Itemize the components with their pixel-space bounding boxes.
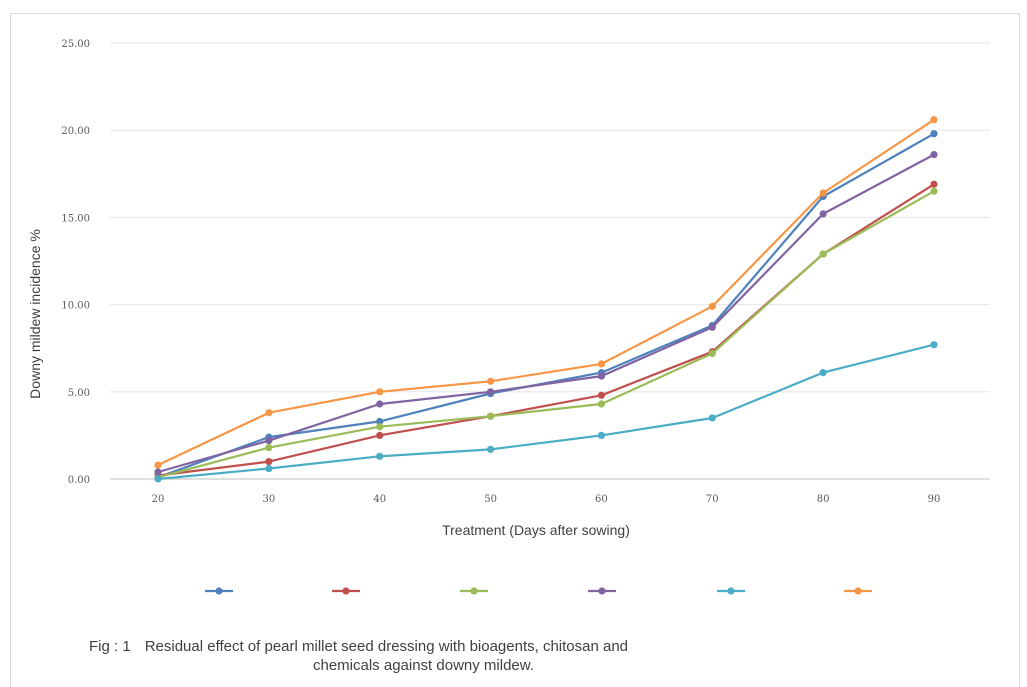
data-point <box>486 445 495 453</box>
x-tick-label: 30 <box>262 494 275 505</box>
y-tick-label: 10.00 <box>61 301 90 312</box>
series-6 <box>154 116 938 469</box>
data-point <box>154 468 162 476</box>
caption-line-2: chemicals against downy mildew. <box>313 657 534 674</box>
y-axis-ticks: 0.00 5.00 10.00 15.00 20.00 25.00 <box>61 39 90 486</box>
y-tick-label: 15.00 <box>61 213 90 224</box>
series-line <box>157 132 935 479</box>
data-point <box>154 461 162 469</box>
chart-frame <box>10 13 1020 687</box>
y-axis-title: Downy mildew incidence % <box>27 229 43 399</box>
data-point <box>486 388 495 396</box>
legend-entry <box>460 587 488 595</box>
legend <box>205 587 872 595</box>
data-point <box>376 388 384 396</box>
x-axis-ticks: 20 30 40 50 60 70 80 90 <box>152 494 941 505</box>
data-point <box>486 412 495 420</box>
series-line <box>157 118 935 466</box>
legend-marker <box>727 587 735 595</box>
series-line <box>157 190 935 479</box>
data-point <box>265 457 273 466</box>
data-point <box>486 377 495 385</box>
figure-label: Fig : 1 <box>89 638 131 655</box>
data-point <box>930 187 938 195</box>
series-line <box>157 153 935 474</box>
legend-marker <box>470 587 478 595</box>
data-point <box>819 189 827 197</box>
data-point <box>708 414 716 422</box>
data-point <box>597 372 606 380</box>
x-tick-label: 90 <box>928 494 941 505</box>
y-tick-label: 5.00 <box>68 388 90 399</box>
data-point <box>265 464 273 473</box>
data-point <box>154 475 162 483</box>
legend-entry <box>717 587 745 595</box>
data-point <box>930 341 938 349</box>
x-tick-label: 50 <box>484 494 497 505</box>
legend-entry <box>332 587 360 595</box>
x-tick-label: 80 <box>817 494 830 505</box>
data-point <box>376 423 384 431</box>
data-point <box>930 180 938 188</box>
legend-entry <box>588 587 616 595</box>
series-line <box>157 343 935 481</box>
series-3 <box>154 187 938 481</box>
data-point <box>265 409 273 417</box>
y-tick-label: 20.00 <box>61 126 90 137</box>
legend-marker <box>854 587 862 595</box>
data-point <box>708 349 716 358</box>
series-4 <box>154 151 938 476</box>
data-point <box>930 151 938 159</box>
series-5 <box>154 341 938 483</box>
x-tick-label: 70 <box>706 494 719 505</box>
data-point <box>597 391 606 399</box>
series-2 <box>154 180 938 480</box>
data-point <box>708 302 716 310</box>
x-axis-title: Treatment (Days after sowing) <box>442 522 630 538</box>
x-tick-label: 40 <box>373 494 386 505</box>
legend-marker <box>215 587 223 595</box>
series-lines <box>154 116 938 483</box>
data-point <box>376 417 384 426</box>
data-point <box>376 452 384 460</box>
data-point <box>930 130 938 138</box>
data-point <box>819 369 827 377</box>
x-tick-label: 60 <box>595 494 608 505</box>
legend-entry <box>844 587 872 595</box>
data-point <box>597 360 606 368</box>
data-point <box>708 323 716 331</box>
data-point <box>597 431 606 439</box>
data-point <box>265 444 273 452</box>
series-1 <box>154 130 938 481</box>
series-line <box>157 183 935 477</box>
data-point <box>597 400 606 408</box>
y-tick-label: 25.00 <box>61 39 90 50</box>
caption-line-1: Residual effect of pearl millet seed dre… <box>144 638 629 655</box>
data-point <box>376 431 384 439</box>
data-point <box>376 400 384 408</box>
legend-marker <box>598 587 606 595</box>
data-point <box>819 210 827 218</box>
x-tick-label: 20 <box>152 494 165 505</box>
data-point <box>819 250 827 258</box>
legend-marker <box>342 587 350 595</box>
legend-entry <box>205 587 233 595</box>
data-point <box>930 116 938 124</box>
data-point <box>265 437 273 445</box>
y-tick-label: 0.00 <box>68 475 90 486</box>
figure-caption: Fig : 1 Residual effect of pearl millet s… <box>89 637 909 675</box>
gridlines <box>110 42 990 480</box>
